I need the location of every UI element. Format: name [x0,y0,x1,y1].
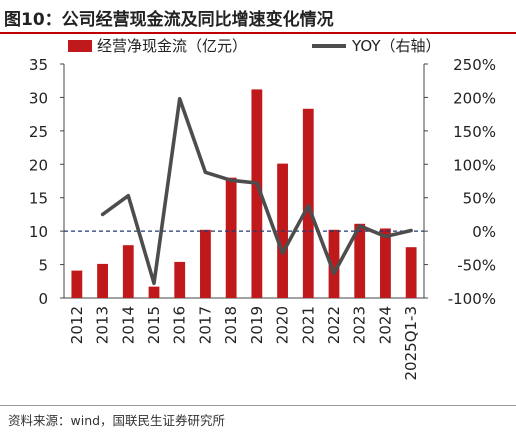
right-tick-label: 150% [453,123,496,141]
right-tick-label: -50% [457,257,496,275]
bar-2023 [354,223,366,298]
x-tick-label: 2025Q1-3 [402,306,420,380]
title-divider [0,32,516,34]
right-tick-label: 200% [453,89,496,107]
x-tick-label: 2015 [145,306,163,344]
bar-2021 [302,108,314,299]
chart-area: 0 5 10 15 20 25 30 35 -100% -50% 0% 50% 100% 150% 200%… [0,34,516,404]
bar-2012 [71,270,83,298]
bar-2016 [174,261,186,298]
x-tick-label: 2024 [376,306,394,344]
x-tick-label: 2020 [274,306,292,344]
x-tick-label: 2022 [325,306,343,344]
x-tick-label: 2023 [351,306,369,344]
x-tick-label: 2012 [68,306,86,344]
x-tick-label: 2021 [299,306,317,344]
legend-line-label: YOY（右轴） [351,37,441,55]
bar-2014 [122,245,134,298]
left-tick-label: 25 [29,123,48,141]
bar-2022 [328,229,340,298]
right-tick-label: 0% [472,223,496,241]
right-tick-label: 50% [463,190,496,208]
left-tick-label: 15 [29,190,48,208]
bar-2015 [148,286,160,298]
x-tick-label: 2019 [248,306,266,344]
chart-title: 图10：公司经营现金流及同比增速变化情况 [4,10,334,30]
chart-svg: 0 5 10 15 20 25 30 35 -100% -50% 0% 50% 100% 150% 200%… [29,37,496,380]
right-tick-label: 100% [453,156,496,174]
x-tick-label: 2017 [196,306,214,344]
bar-2017 [200,229,211,298]
left-tick-label: 10 [29,223,48,241]
yoy-line [100,97,413,286]
bar-2019 [251,89,263,298]
left-tick-label: 30 [29,89,48,107]
right-tick-label: -100% [448,290,496,308]
bar-2018 [225,177,237,298]
bar-2025Q1-3 [405,247,417,298]
left-tick-label: 0 [38,290,48,308]
bar-2024 [380,228,391,298]
source-divider [0,405,516,406]
x-tick-label: 2013 [94,306,112,344]
x-tick-label: 2016 [171,306,189,344]
legend-bar-swatch [68,40,92,52]
left-tick-label: 35 [29,56,48,74]
x-tick-label: 2014 [119,306,137,344]
legend-bar-label: 经营净现金流（亿元） [97,37,247,55]
x-tick-label: 2018 [222,306,240,344]
source-note: 资料来源：wind，国联民生证券研究所 [8,413,226,428]
left-tick-label: 20 [29,156,48,174]
left-tick-label: 5 [38,257,48,275]
right-tick-label: 250% [453,56,496,74]
bar-2013 [97,263,108,298]
